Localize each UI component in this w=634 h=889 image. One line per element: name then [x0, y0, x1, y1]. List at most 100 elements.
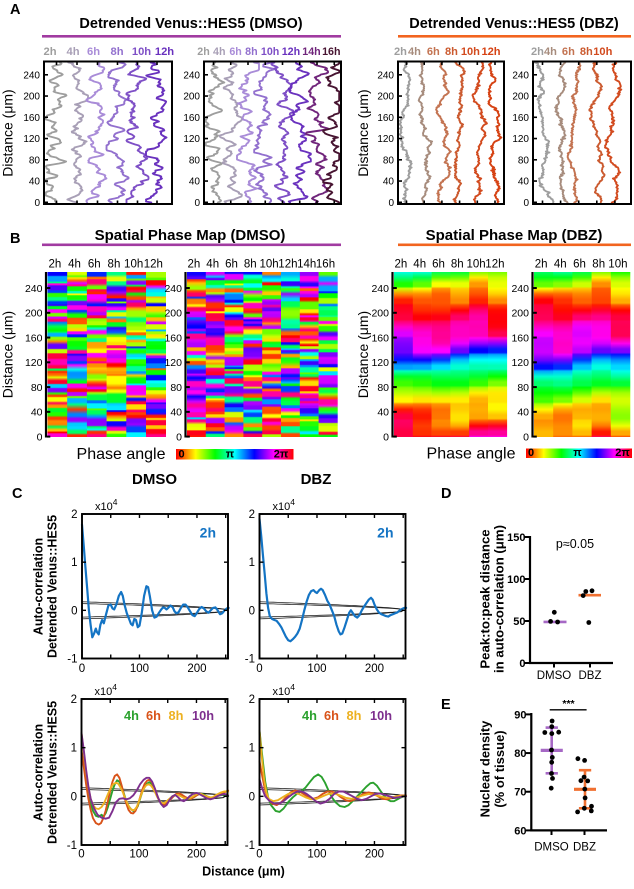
svg-text:80: 80	[170, 382, 182, 394]
svg-text:6h: 6h	[562, 46, 575, 58]
svg-text:Distance (μm): Distance (μm)	[0, 89, 15, 176]
svg-text:***: ***	[562, 698, 575, 710]
svg-text:2: 2	[249, 509, 255, 521]
svg-text:D: D	[441, 486, 451, 502]
svg-text:80: 80	[514, 748, 526, 760]
svg-text:120: 120	[23, 134, 40, 145]
svg-text:2h: 2h	[531, 46, 544, 58]
svg-text:10h: 10h	[261, 46, 279, 58]
svg-text:100: 100	[507, 574, 525, 586]
svg-text:2h: 2h	[200, 525, 216, 541]
svg-text:200: 200	[512, 92, 529, 103]
svg-text:2h: 2h	[377, 525, 393, 541]
svg-text:Peak:to:peak distance: Peak:to:peak distance	[478, 529, 493, 668]
svg-text:10h: 10h	[608, 259, 627, 271]
svg-text:14h: 14h	[302, 46, 320, 58]
svg-text:Detrended Venus::HES5 (DBZ): Detrended Venus::HES5 (DBZ)	[409, 16, 619, 32]
svg-text:100: 100	[129, 849, 148, 861]
svg-text:240: 240	[511, 283, 529, 295]
svg-text:240: 240	[25, 283, 43, 295]
svg-text:160: 160	[512, 113, 529, 124]
svg-text:8h: 8h	[245, 46, 257, 58]
svg-text:120: 120	[512, 134, 529, 145]
svg-text:-1: -1	[67, 840, 77, 852]
svg-text:E: E	[441, 697, 451, 713]
svg-text:-1: -1	[245, 840, 255, 852]
svg-text:40: 40	[518, 177, 530, 188]
svg-text:14h: 14h	[297, 259, 316, 271]
svg-text:6h: 6h	[324, 708, 339, 723]
svg-text:120: 120	[377, 134, 394, 145]
svg-text:2h: 2h	[48, 259, 61, 271]
svg-text:10h: 10h	[370, 708, 392, 723]
svg-text:1: 1	[71, 557, 77, 569]
svg-text:4h: 4h	[408, 46, 421, 58]
svg-text:DBZ: DBZ	[573, 842, 596, 854]
svg-text:80: 80	[518, 155, 530, 166]
svg-text:4h: 4h	[124, 708, 139, 723]
svg-text:0: 0	[256, 663, 262, 675]
svg-text:12h: 12h	[481, 46, 500, 58]
svg-text:2h: 2h	[535, 259, 548, 271]
svg-text:6h: 6h	[87, 46, 100, 58]
svg-text:10h: 10h	[132, 46, 151, 58]
svg-text:200: 200	[25, 308, 43, 320]
svg-text:160: 160	[511, 332, 529, 344]
svg-text:200: 200	[365, 663, 384, 675]
svg-text:DMSO: DMSO	[534, 842, 569, 854]
svg-text:Detrended Venus::HES5: Detrended Venus::HES5	[46, 701, 60, 844]
svg-text:240: 240	[164, 283, 182, 295]
svg-text:70: 70	[514, 787, 526, 799]
svg-text:2h: 2h	[188, 259, 201, 271]
svg-text:2: 2	[71, 694, 77, 706]
svg-text:-1: -1	[67, 654, 77, 666]
svg-text:40: 40	[377, 407, 389, 419]
svg-text:200: 200	[187, 849, 206, 861]
svg-text:0: 0	[71, 605, 77, 617]
svg-text:4h: 4h	[544, 46, 557, 58]
svg-text:40: 40	[170, 407, 182, 419]
svg-text:DMSO: DMSO	[537, 670, 572, 682]
svg-text:Detrended Venus::HES5: Detrended Venus::HES5	[46, 515, 60, 658]
svg-text:p≈0.05: p≈0.05	[556, 537, 594, 551]
svg-text:240: 240	[512, 70, 529, 81]
svg-text:4h: 4h	[554, 259, 567, 271]
svg-text:10h: 10h	[593, 46, 612, 58]
svg-text:B: B	[10, 231, 20, 247]
svg-text:0: 0	[71, 791, 77, 803]
svg-text:200: 200	[365, 849, 384, 861]
svg-text:160: 160	[164, 332, 182, 344]
svg-text:6h: 6h	[573, 259, 586, 271]
svg-text:0: 0	[519, 658, 525, 670]
svg-text:100: 100	[307, 663, 326, 675]
svg-text:240: 240	[183, 70, 200, 81]
svg-text:A: A	[10, 2, 21, 18]
svg-text:16h: 16h	[322, 46, 340, 58]
svg-text:120: 120	[183, 134, 200, 145]
svg-text:DMSO: DMSO	[132, 471, 177, 488]
svg-text:π: π	[573, 447, 582, 459]
svg-text:Phase angle: Phase angle	[77, 446, 166, 463]
svg-text:12h: 12h	[485, 259, 504, 271]
svg-text:40: 40	[31, 407, 43, 419]
svg-text:160: 160	[371, 332, 389, 344]
svg-text:1: 1	[249, 743, 255, 755]
svg-text:0: 0	[34, 198, 40, 209]
svg-text:0: 0	[523, 431, 529, 443]
svg-text:40: 40	[383, 177, 395, 188]
svg-text:in auto-correlation (μm): in auto-correlation (μm)	[492, 525, 507, 673]
svg-text:6h: 6h	[427, 46, 440, 58]
svg-text:200: 200	[183, 92, 200, 103]
svg-text:8h: 8h	[592, 259, 605, 271]
svg-text:80: 80	[517, 382, 529, 394]
svg-text:2h: 2h	[197, 46, 209, 58]
svg-text:12h: 12h	[155, 46, 174, 58]
svg-text:240: 240	[377, 70, 394, 81]
svg-text:8h: 8h	[347, 708, 362, 723]
svg-text:DBZ: DBZ	[579, 670, 602, 682]
svg-text:0: 0	[523, 198, 529, 209]
svg-text:10h: 10h	[192, 708, 214, 723]
svg-text:120: 120	[164, 357, 182, 369]
svg-text:200: 200	[511, 308, 529, 320]
svg-text:6h: 6h	[432, 259, 445, 271]
